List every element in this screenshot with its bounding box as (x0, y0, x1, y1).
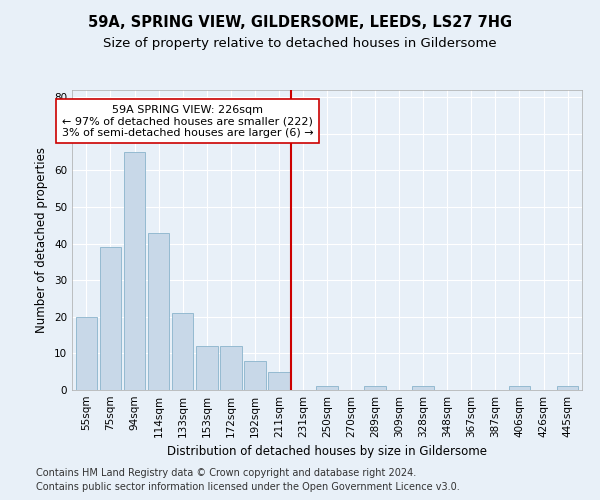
Bar (364, 386, 386, 390)
Text: Contains public sector information licensed under the Open Government Licence v3: Contains public sector information licen… (36, 482, 460, 492)
Bar (244, 360, 266, 390)
Bar (76, 317, 97, 390)
Bar (172, 313, 193, 390)
Bar (196, 346, 218, 390)
Text: 59A SPRING VIEW: 226sqm
← 97% of detached houses are smaller (222)
3% of semi-de: 59A SPRING VIEW: 226sqm ← 97% of detache… (62, 104, 313, 138)
Bar (220, 346, 242, 390)
Text: Size of property relative to detached houses in Gildersome: Size of property relative to detached ho… (103, 38, 497, 51)
Bar (509, 386, 530, 390)
X-axis label: Distribution of detached houses by size in Gildersome: Distribution of detached houses by size … (167, 446, 487, 458)
Bar (412, 386, 434, 390)
Text: Contains HM Land Registry data © Crown copyright and database right 2024.: Contains HM Land Registry data © Crown c… (36, 468, 416, 477)
Bar (316, 386, 338, 390)
Bar (557, 386, 578, 390)
Y-axis label: Number of detached properties: Number of detached properties (35, 147, 49, 333)
Bar (100, 248, 121, 390)
Text: 59A, SPRING VIEW, GILDERSOME, LEEDS, LS27 7HG: 59A, SPRING VIEW, GILDERSOME, LEEDS, LS2… (88, 15, 512, 30)
Bar (268, 372, 290, 390)
Bar (148, 232, 169, 390)
Bar (124, 152, 145, 390)
